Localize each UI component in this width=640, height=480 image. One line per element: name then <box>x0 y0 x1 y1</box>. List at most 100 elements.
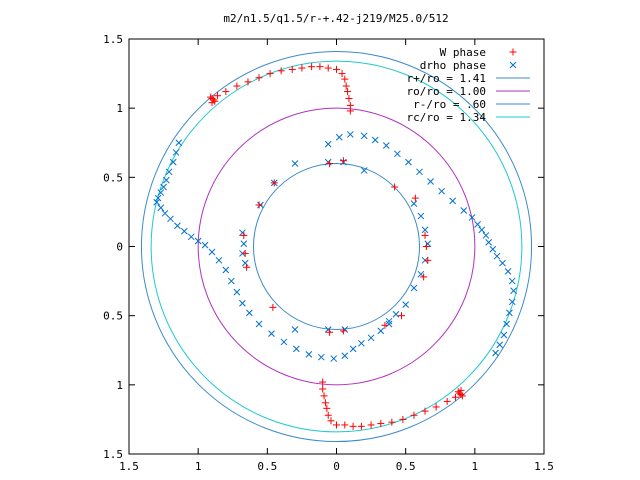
point-s0-87 <box>500 331 508 339</box>
point-s1-17 <box>333 65 340 73</box>
point-s0-68 <box>416 168 423 176</box>
point-s0-86 <box>503 320 511 328</box>
x-tick-label-2: 0.5 <box>257 460 277 473</box>
point-s1-40 <box>391 183 399 191</box>
point-s0-39 <box>410 284 418 292</box>
chart-title: m2/n1.5/q1.5/r-+.42-j219/M25.0/512 <box>223 12 448 25</box>
point-s0-0 <box>175 139 183 147</box>
circle-2 <box>253 163 420 330</box>
point-s0-18 <box>215 256 223 264</box>
point-s1-36 <box>421 231 429 239</box>
point-s0-53 <box>385 317 393 325</box>
point-s1-18 <box>338 70 346 78</box>
point-s0-37 <box>392 310 400 318</box>
point-s0-51 <box>324 326 332 333</box>
legend-marker-1 <box>509 61 517 69</box>
point-s0-19 <box>222 266 230 274</box>
point-s0-25 <box>268 330 275 338</box>
point-s1-44 <box>319 385 327 393</box>
point-s0-60 <box>324 140 332 148</box>
point-s1-26 <box>255 201 263 209</box>
point-s1-67 <box>458 392 466 400</box>
point-s0-81 <box>504 268 512 275</box>
point-s0-46 <box>360 167 368 174</box>
axis-ticks: 1.5 1 0.5 0 0.5 1 1.51.510.500.511.5 <box>103 33 554 473</box>
point-s1-42 <box>326 160 334 167</box>
y-tick-label-5: 1 <box>116 102 123 115</box>
point-s0-65 <box>382 142 390 149</box>
point-s1-21 <box>344 88 352 96</box>
legend-label-1: drho phase <box>420 59 486 72</box>
point-s0-70 <box>438 187 445 195</box>
point-s0-72 <box>460 207 468 214</box>
point-s1-15 <box>316 63 324 71</box>
point-s1-4 <box>208 99 216 107</box>
point-s0-50 <box>291 326 299 333</box>
point-s0-83 <box>510 287 517 295</box>
point-s0-10 <box>161 209 169 217</box>
point-s0-34 <box>367 334 375 342</box>
point-s1-37 <box>422 243 430 250</box>
point-s0-32 <box>349 345 357 353</box>
point-s0-7 <box>154 194 162 202</box>
reference-circles <box>140 50 533 443</box>
point-s0-40 <box>417 270 425 278</box>
point-s1-58 <box>410 411 418 419</box>
x-tick-label-3: 0 <box>333 460 340 473</box>
point-s0-74 <box>474 221 481 228</box>
point-s1-33 <box>381 321 389 329</box>
point-s0-14 <box>187 233 195 241</box>
point-s1-48 <box>324 411 332 419</box>
point-s0-55 <box>240 240 248 248</box>
point-s1-35 <box>411 194 419 202</box>
point-s1-45 <box>320 392 328 400</box>
point-s1-20 <box>342 82 350 90</box>
x-tick-label-0: 1.5 <box>119 460 139 473</box>
y-tick-label-3: 0 <box>116 241 123 254</box>
point-s1-56 <box>388 418 396 426</box>
point-s0-28 <box>305 351 313 358</box>
point-s1-43 <box>319 378 327 386</box>
point-s1-41 <box>339 157 347 165</box>
point-s0-29 <box>317 353 325 361</box>
point-s0-85 <box>506 309 513 317</box>
point-s0-2 <box>169 158 177 166</box>
point-s0-33 <box>358 339 365 347</box>
point-s0-44 <box>417 212 425 220</box>
point-s0-89 <box>492 349 499 357</box>
point-s0-11 <box>167 215 174 223</box>
point-s0-75 <box>478 226 486 234</box>
point-s1-31 <box>326 328 334 336</box>
point-s0-54 <box>239 229 246 237</box>
point-s0-69 <box>427 178 434 185</box>
point-s1-27 <box>240 231 248 239</box>
point-s1-19 <box>341 75 349 83</box>
point-s0-36 <box>385 320 393 328</box>
legend-marker-0 <box>509 48 517 56</box>
point-s1-57 <box>399 415 407 423</box>
point-s1-29 <box>243 263 251 271</box>
point-s0-78 <box>489 245 497 253</box>
point-s0-35 <box>377 327 385 335</box>
point-s0-9 <box>157 204 165 212</box>
point-s0-57 <box>241 259 249 267</box>
legend-label-3: ro/ro = 1.00 <box>407 85 486 98</box>
point-s1-8 <box>244 78 252 86</box>
point-s1-50 <box>333 421 340 429</box>
legend-label-2: r+/ro = 1.41 <box>407 72 486 85</box>
point-s1-14 <box>308 63 316 71</box>
point-s0-22 <box>239 299 246 307</box>
point-s0-24 <box>255 320 263 328</box>
point-s0-13 <box>180 227 188 235</box>
point-s1-60 <box>432 403 440 411</box>
point-s0-82 <box>508 277 516 285</box>
point-s0-73 <box>468 214 476 221</box>
point-s0-12 <box>174 222 181 230</box>
point-s1-53 <box>357 422 365 430</box>
point-s1-46 <box>321 399 329 407</box>
point-s1-16 <box>324 64 332 72</box>
point-s0-43 <box>421 226 429 234</box>
point-s0-42 <box>424 240 432 248</box>
circle-1 <box>197 107 476 386</box>
point-s1-59 <box>421 407 429 415</box>
